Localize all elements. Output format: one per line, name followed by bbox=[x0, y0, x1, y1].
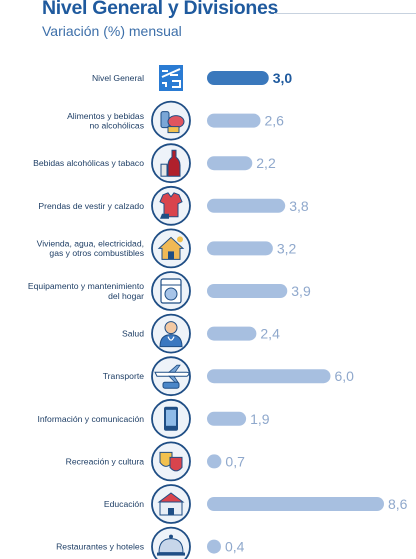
washing-machine-icon bbox=[151, 271, 191, 311]
category-label: Información y comunicación bbox=[37, 414, 144, 424]
restaurant-cloche-icon bbox=[151, 526, 191, 559]
category-label-line: Transporte bbox=[103, 371, 144, 381]
car-shape bbox=[162, 381, 180, 389]
category-label-line: Salud bbox=[122, 329, 144, 339]
house-sun bbox=[177, 236, 183, 243]
category-label: Educación bbox=[104, 499, 144, 509]
shirt-shape bbox=[159, 192, 183, 218]
cloche-plate bbox=[157, 552, 185, 556]
indec-logo-icon bbox=[159, 65, 183, 91]
category-label-line: Equipamento y mantenimiento bbox=[28, 281, 144, 291]
category-label-line: del hogar bbox=[108, 291, 144, 301]
value-label: 2,2 bbox=[256, 155, 276, 171]
house-shape bbox=[157, 236, 185, 260]
mobile-phone-icon bbox=[151, 398, 191, 439]
cloche-knob bbox=[169, 534, 173, 539]
category-label-line: Recreación y cultura bbox=[66, 456, 145, 466]
category-label-line: Restaurantes y hoteles bbox=[56, 542, 144, 552]
value-label: 1,9 bbox=[250, 411, 270, 427]
value-label: 3,9 bbox=[291, 283, 311, 299]
category-label-line: Información y comunicación bbox=[37, 414, 144, 424]
bar bbox=[207, 284, 288, 298]
category-label-line: Alimentos y bebidas bbox=[67, 111, 144, 121]
chart-title: Nivel General y Divisiones bbox=[42, 0, 279, 19]
category-label: Prendas de vestir y calzado bbox=[38, 201, 144, 211]
doctor-head bbox=[164, 321, 178, 335]
food-icon bbox=[151, 100, 191, 141]
chart-subtitle: Variación (%) mensual bbox=[42, 23, 182, 39]
category-label: Restaurantes y hoteles bbox=[56, 542, 144, 552]
house-door bbox=[168, 251, 174, 260]
category-label: Alimentos y bebidas no alcohólicas bbox=[67, 111, 144, 131]
category-label-line: Vivienda, agua, electricidad, bbox=[37, 239, 144, 249]
food-meat bbox=[167, 115, 185, 129]
bar bbox=[207, 454, 222, 469]
category-label: Bebidas alcohólicas y tabaco bbox=[33, 158, 144, 168]
category-label: Vivienda, agua, electricidad, gas y otros… bbox=[37, 239, 144, 259]
airplane-icon bbox=[151, 356, 191, 397]
bar bbox=[207, 156, 253, 171]
bar bbox=[207, 113, 261, 128]
value-label: 2,4 bbox=[260, 326, 280, 342]
plane-body bbox=[154, 371, 190, 377]
value-label: 3,0 bbox=[273, 70, 293, 86]
washer-door bbox=[164, 287, 178, 301]
bar bbox=[207, 411, 247, 426]
bar bbox=[207, 326, 257, 341]
category-label-line: no alcohólicas bbox=[90, 120, 144, 130]
category-label: Salud bbox=[122, 329, 144, 339]
house-icon bbox=[151, 228, 191, 269]
value-label: 8,6 bbox=[388, 496, 408, 512]
category-label-line: gas y otros combustibles bbox=[49, 248, 144, 258]
food-bottle bbox=[160, 111, 170, 129]
category-label-line: Bebidas alcohólicas y tabaco bbox=[33, 158, 144, 168]
value-label: 6,0 bbox=[334, 368, 354, 384]
category-label: Equipamento y mantenimiento del hogar bbox=[28, 281, 144, 301]
mask-tragedy bbox=[169, 456, 183, 472]
value-label: 3,2 bbox=[277, 240, 297, 256]
clothing-icon bbox=[151, 185, 191, 226]
category-label: Recreación y cultura bbox=[66, 456, 145, 466]
header-divider bbox=[274, 13, 416, 14]
theater-masks-icon bbox=[151, 441, 191, 482]
school-building-icon bbox=[151, 484, 191, 524]
school-door bbox=[168, 508, 174, 515]
cloche-dome bbox=[158, 538, 184, 554]
category-label-line: Nivel General bbox=[92, 73, 144, 83]
shoe-shape bbox=[160, 213, 169, 219]
value-label: 2,6 bbox=[265, 113, 285, 129]
wine-bottle-shape bbox=[167, 149, 181, 177]
value-label: 0,7 bbox=[225, 453, 245, 469]
bar bbox=[207, 369, 331, 384]
category-label-line: Prendas de vestir y calzado bbox=[38, 201, 144, 211]
logo-mark bbox=[161, 68, 181, 88]
category-label-line: Educación bbox=[104, 499, 144, 509]
bar bbox=[207, 497, 384, 511]
doctor-icon bbox=[151, 313, 191, 354]
category-label: Nivel General bbox=[92, 73, 144, 83]
phone-screen bbox=[166, 409, 176, 426]
bar bbox=[207, 71, 269, 85]
bar bbox=[207, 198, 286, 213]
wine-bottle-icon bbox=[151, 143, 191, 184]
value-label: 0,4 bbox=[225, 539, 245, 555]
category-label: Transporte bbox=[103, 371, 144, 381]
value-label: 3,8 bbox=[289, 198, 309, 214]
bar bbox=[207, 241, 273, 256]
bar bbox=[207, 539, 221, 554]
food-box bbox=[167, 126, 180, 134]
doctor-stethoscope bbox=[167, 336, 175, 341]
wine-glass-shape bbox=[160, 163, 168, 177]
